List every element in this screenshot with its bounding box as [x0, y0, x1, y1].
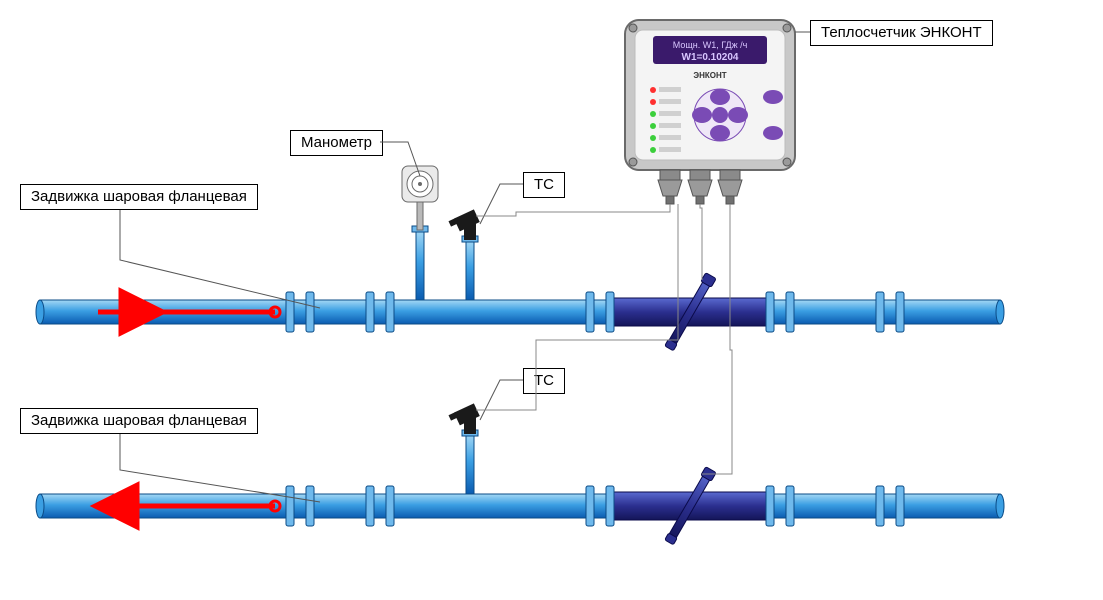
diagram-svg: Мощн. W1, ГДж /ч W1=0.10204 ЭНКОНТ — [0, 0, 1103, 600]
flange — [586, 292, 594, 332]
flange — [786, 486, 794, 526]
flange — [286, 486, 294, 526]
flange — [606, 292, 614, 332]
leader-line — [480, 380, 523, 420]
meter-screen-line1: Мощн. W1, ГДж /ч — [673, 40, 748, 50]
flange — [876, 292, 884, 332]
manometer-icon — [402, 166, 438, 202]
tc-sensor-icon — [448, 403, 479, 434]
flange — [766, 292, 774, 332]
tc-sensor-icon — [448, 209, 479, 240]
meter-brand: ЭНКОНТ — [693, 71, 726, 80]
flange — [606, 486, 614, 526]
flange — [896, 486, 904, 526]
flange — [306, 292, 314, 332]
flange — [896, 292, 904, 332]
flange — [366, 486, 374, 526]
flange — [876, 486, 884, 526]
signal-wire — [700, 204, 702, 280]
leader-line — [480, 184, 523, 224]
signal-wire — [476, 204, 670, 216]
flange — [286, 292, 294, 332]
heat-meter-icon: Мощн. W1, ГДж /ч W1=0.10204 ЭНКОНТ — [625, 20, 795, 204]
flange — [766, 486, 774, 526]
meter-screen-line2: W1=0.10204 — [682, 52, 739, 63]
flange — [386, 486, 394, 526]
flange — [306, 486, 314, 526]
flange — [786, 292, 794, 332]
diagram-stage: Теплосчетчик ЭНКОНТ Манометр ТС ТС Задви… — [0, 0, 1103, 600]
flange — [586, 486, 594, 526]
flange — [386, 292, 394, 332]
flange — [366, 292, 374, 332]
signal-wire — [702, 204, 732, 474]
